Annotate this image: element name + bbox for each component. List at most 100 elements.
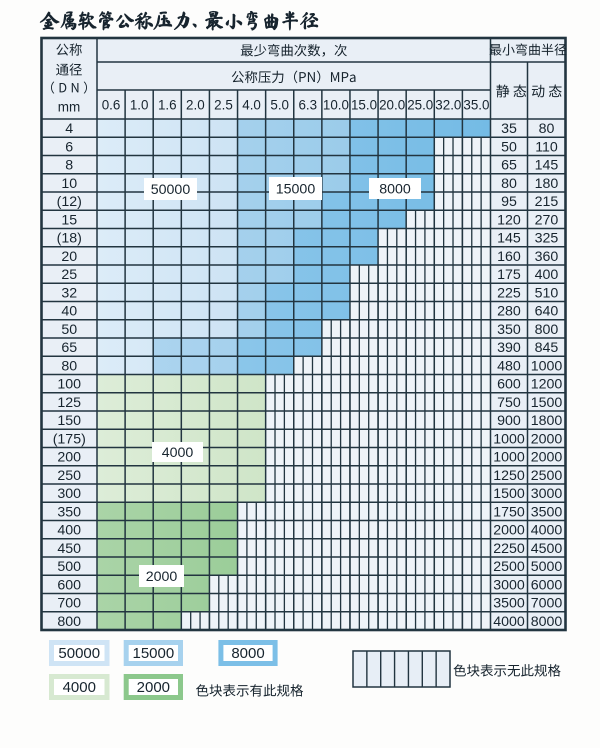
svg-text:2.0: 2.0 [186, 97, 205, 112]
svg-text:1500: 1500 [493, 486, 525, 502]
svg-text:845: 845 [535, 340, 559, 356]
svg-text:80: 80 [501, 176, 517, 192]
svg-text:7000: 7000 [531, 596, 563, 612]
svg-text:50: 50 [501, 139, 517, 155]
svg-text:800: 800 [535, 322, 559, 338]
svg-text:(18): (18) [57, 231, 82, 247]
svg-text:2000: 2000 [531, 450, 563, 466]
svg-text:mm: mm [58, 100, 81, 115]
svg-text:1.0: 1.0 [130, 97, 149, 112]
svg-text:2000: 2000 [493, 523, 525, 539]
svg-text:32: 32 [61, 285, 77, 301]
svg-text:145: 145 [497, 231, 521, 247]
svg-text:5.0: 5.0 [270, 97, 289, 112]
svg-text:270: 270 [535, 212, 559, 228]
svg-text:50: 50 [61, 322, 77, 338]
svg-text:35: 35 [501, 121, 517, 137]
svg-text:800: 800 [57, 614, 81, 630]
svg-text:1250: 1250 [493, 468, 525, 484]
svg-text:8000: 8000 [531, 614, 563, 630]
svg-text:80: 80 [539, 121, 555, 137]
svg-text:3000: 3000 [531, 486, 563, 502]
svg-text:145: 145 [535, 158, 559, 174]
svg-text:360: 360 [535, 249, 559, 265]
svg-text:65: 65 [61, 340, 77, 356]
svg-text:600: 600 [57, 577, 81, 593]
svg-text:35.0: 35.0 [463, 97, 489, 112]
svg-text:4000: 4000 [531, 523, 563, 539]
svg-text:280: 280 [497, 304, 521, 320]
svg-text:350: 350 [497, 322, 521, 338]
svg-text:3500: 3500 [493, 596, 525, 612]
svg-text:65: 65 [501, 158, 517, 174]
svg-text:3500: 3500 [531, 504, 563, 520]
svg-text:1000: 1000 [531, 358, 563, 374]
svg-text:2500: 2500 [493, 559, 525, 575]
svg-text:160: 160 [497, 249, 521, 265]
svg-text:1000: 1000 [493, 450, 525, 466]
svg-text:175: 175 [497, 267, 521, 283]
svg-text:325: 325 [535, 231, 559, 247]
svg-text:400: 400 [57, 523, 81, 539]
svg-text:400: 400 [535, 267, 559, 283]
svg-text:2500: 2500 [531, 468, 563, 484]
svg-text:0.6: 0.6 [102, 97, 121, 112]
svg-text:4000: 4000 [493, 614, 525, 630]
svg-text:(12): (12) [57, 194, 82, 210]
svg-text:40: 40 [61, 304, 77, 320]
svg-text:700: 700 [57, 596, 81, 612]
svg-text:1000: 1000 [493, 431, 525, 447]
svg-text:125: 125 [57, 395, 81, 411]
svg-text:8000: 8000 [231, 645, 264, 662]
svg-text:25.0: 25.0 [407, 97, 433, 112]
svg-text:1800: 1800 [531, 413, 563, 429]
svg-text:300: 300 [57, 486, 81, 502]
svg-text:900: 900 [497, 413, 521, 429]
svg-text:750: 750 [497, 395, 521, 411]
svg-text:390: 390 [497, 340, 521, 356]
svg-text:480: 480 [497, 358, 521, 374]
svg-text:1500: 1500 [531, 395, 563, 411]
svg-text:2000: 2000 [531, 431, 563, 447]
svg-text:500: 500 [57, 559, 81, 575]
svg-text:15: 15 [61, 212, 77, 228]
svg-text:350: 350 [57, 504, 81, 520]
svg-text:200: 200 [57, 450, 81, 466]
svg-text:(175): (175) [53, 431, 86, 447]
svg-text:1750: 1750 [493, 504, 525, 520]
svg-text:120: 120 [497, 212, 521, 228]
svg-text:6: 6 [65, 139, 73, 155]
svg-text:32.0: 32.0 [435, 97, 461, 112]
svg-text:20.0: 20.0 [379, 97, 405, 112]
svg-text:4500: 4500 [531, 541, 563, 557]
svg-text:180: 180 [535, 176, 559, 192]
svg-text:10.0: 10.0 [323, 97, 349, 112]
svg-text:3000: 3000 [493, 577, 525, 593]
svg-text:100: 100 [57, 377, 81, 393]
svg-text:5000: 5000 [531, 559, 563, 575]
svg-text:450: 450 [57, 541, 81, 557]
svg-text:15.0: 15.0 [351, 97, 377, 112]
svg-text:150: 150 [57, 413, 81, 429]
svg-text:1.6: 1.6 [158, 97, 177, 112]
svg-text:25: 25 [61, 267, 77, 283]
svg-text:50000: 50000 [58, 645, 100, 662]
svg-text:8000: 8000 [379, 182, 411, 198]
svg-text:15000: 15000 [276, 182, 316, 198]
svg-text:10: 10 [61, 176, 77, 192]
svg-text:15000: 15000 [132, 645, 174, 662]
svg-text:600: 600 [497, 377, 521, 393]
svg-text:225: 225 [497, 285, 521, 301]
svg-text:2000: 2000 [146, 569, 178, 585]
svg-text:2000: 2000 [137, 679, 170, 696]
svg-text:4000: 4000 [63, 679, 96, 696]
svg-text:6000: 6000 [531, 577, 563, 593]
svg-text:250: 250 [57, 468, 81, 484]
svg-text:215: 215 [535, 194, 559, 210]
svg-text:95: 95 [501, 194, 517, 210]
svg-text:50000: 50000 [151, 182, 191, 198]
svg-text:640: 640 [535, 304, 559, 320]
svg-text:4000: 4000 [162, 445, 194, 461]
svg-text:1200: 1200 [531, 377, 563, 393]
svg-text:6.3: 6.3 [298, 97, 317, 112]
